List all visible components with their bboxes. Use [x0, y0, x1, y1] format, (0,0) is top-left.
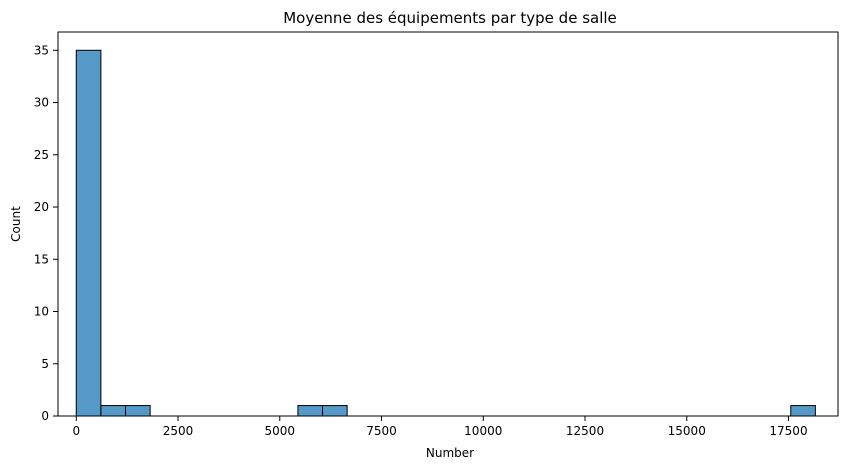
- x-tick-label: 2500: [163, 424, 194, 438]
- x-tick-label: 0: [72, 424, 80, 438]
- y-tick-label: 25: [34, 148, 49, 162]
- histogram-bar-4: [297, 405, 324, 417]
- histogram-bar-1: [75, 49, 102, 417]
- y-tick-label: 10: [34, 305, 49, 319]
- axes-frame: [57, 31, 839, 417]
- histogram-bar-3: [125, 405, 151, 417]
- x-tick-label: 15000: [668, 424, 706, 438]
- chart-title: Moyenne des équipements par type de sall…: [283, 9, 617, 27]
- x-tick-label: 5000: [264, 424, 295, 438]
- plot-border: [57, 31, 839, 417]
- y-axis-ticks: 0 5 10 15 20 25 30 35: [34, 43, 58, 423]
- x-axis-label: Number: [426, 446, 474, 460]
- histogram-bar-2: [100, 405, 127, 417]
- y-tick-label: 30: [34, 96, 49, 110]
- y-tick-label: 35: [34, 43, 49, 57]
- y-tick-label: 20: [34, 200, 49, 214]
- y-tick-label: 0: [41, 409, 49, 423]
- y-tick-label: 5: [41, 357, 49, 371]
- x-tick-label: 12500: [566, 424, 604, 438]
- y-axis-label: Count: [9, 206, 23, 242]
- histogram-bar-5: [322, 405, 348, 417]
- bars-layer: [75, 49, 816, 417]
- x-axis-ticks: 0 2500 5000 7500 10000 12500 15000 17500: [72, 416, 808, 438]
- x-tick-label: 10000: [464, 424, 502, 438]
- histogram-bar-6: [790, 405, 816, 417]
- y-tick-label: 15: [34, 252, 49, 266]
- x-tick-label: 7500: [366, 424, 397, 438]
- x-tick-label: 17500: [769, 424, 807, 438]
